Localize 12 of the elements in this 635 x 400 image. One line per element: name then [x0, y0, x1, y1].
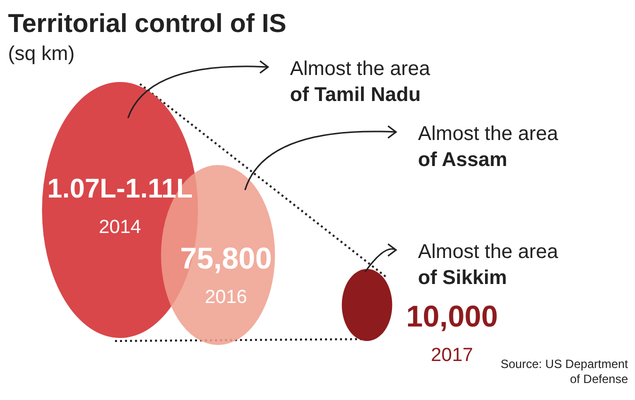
category-label: 2017 — [430, 345, 474, 366]
category-label: 2016 — [204, 287, 248, 308]
text: Almost the area of Tamil Nadu — [290, 58, 431, 106]
data-label: 1.07L-1.11L — [47, 173, 193, 204]
data-label: 10,000 — [406, 300, 498, 334]
text: Territorial control of IS — [8, 8, 286, 38]
source-note: Source: US Department of Defense — [500, 357, 629, 386]
category-label: 2014 — [98, 217, 142, 238]
text: (sq km) — [8, 43, 75, 65]
text: Almost the area of Assam — [418, 123, 559, 171]
data-label: 75,800 — [180, 242, 272, 276]
text: Almost the area of Sikkim — [418, 241, 559, 289]
